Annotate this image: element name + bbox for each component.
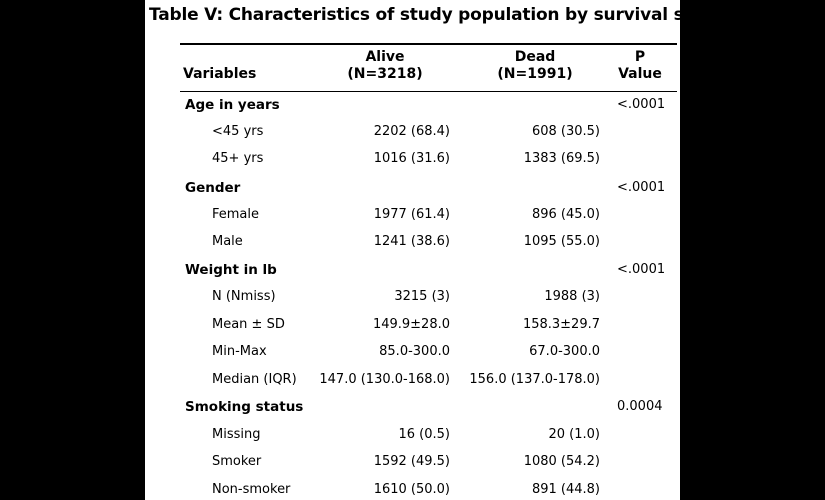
header-dead-count: (N=1991) [497, 66, 573, 82]
variable-cell: Mean ± SD [212, 317, 285, 332]
dead-cell: 891 (44.8) [531, 482, 600, 497]
pvalue-cell: <.0001 [617, 180, 666, 195]
variable-cell: Smoking status [185, 399, 304, 415]
header-pvalue-label: P [634, 49, 646, 65]
variable-cell: Male [212, 234, 243, 249]
section-row: Weight in lb <.0001 [180, 256, 677, 284]
pvalue-cell: <.0001 [617, 262, 666, 277]
variable-cell: Female [212, 207, 260, 222]
pvalue-cell: 0.0004 [617, 399, 663, 414]
header-alive-label: Alive [365, 49, 405, 65]
variable-cell: Missing [212, 427, 261, 442]
dead-cell: 896 (45.0) [531, 207, 600, 222]
section-row: Age in years <.0001 [180, 91, 677, 119]
dead-cell: 158.3±29.7 [522, 317, 600, 332]
variable-cell: Smoker [212, 454, 262, 469]
variable-cell: Non-smoker [212, 482, 291, 497]
alive-cell: 3215 (3) [394, 289, 450, 304]
header-alive-count: (N=3218) [347, 66, 423, 82]
header-dead: Dead (N=1991) [490, 49, 580, 83]
variable-cell: Age in years [185, 97, 280, 113]
alive-cell: 1016 (31.6) [373, 151, 450, 166]
table-row: Male 1241 (38.6) 1095 (55.0) [180, 228, 677, 256]
top-rule [180, 43, 677, 45]
header-variables-label: Variables [183, 66, 257, 82]
table-title: Table V: Characteristics of study popula… [149, 5, 680, 25]
variable-cell: Min-Max [212, 344, 267, 359]
alive-cell: 2202 (68.4) [373, 124, 450, 139]
dead-cell: 67.0-300.0 [529, 344, 600, 359]
alive-cell: 1592 (49.5) [373, 454, 450, 469]
header-alive: Alive (N=3218) [340, 49, 430, 83]
alive-cell: 149.9±28.0 [372, 317, 450, 332]
table-row: N (Nmiss) 3215 (3) 1988 (3) [180, 283, 677, 311]
dead-cell: 156.0 (137.0-178.0) [469, 372, 600, 387]
alive-cell: 1241 (38.6) [373, 234, 450, 249]
table-page: Table V: Characteristics of study popula… [145, 0, 680, 500]
table-row: Female 1977 (61.4) 896 (45.0) [180, 201, 677, 229]
section-row: Gender <.0001 [180, 174, 677, 202]
header-rule [180, 91, 677, 92]
header-pvalue-label-2: Value [618, 66, 662, 82]
header-dead-label: Dead [514, 49, 556, 65]
variable-cell: Gender [185, 180, 241, 196]
table-row: Min-Max 85.0-300.0 67.0-300.0 [180, 338, 677, 366]
table-row: Non-smoker 1610 (50.0) 891 (44.8) [180, 476, 677, 500]
pvalue-cell: <.0001 [617, 97, 666, 112]
header-variables: Variables [183, 66, 256, 83]
table-row: Median (IQR) 147.0 (130.0-168.0) 156.0 (13… [180, 366, 677, 394]
alive-cell: 147.0 (130.0-168.0) [319, 372, 450, 387]
dead-cell: 20 (1.0) [548, 427, 601, 442]
variable-cell: N (Nmiss) [212, 289, 276, 304]
variable-cell: Median (IQR) [212, 372, 297, 387]
table-row: Missing 16 (0.5) 20 (1.0) [180, 421, 677, 449]
section-row: Smoking status 0.0004 [180, 393, 677, 421]
dead-cell: 608 (30.5) [531, 124, 600, 139]
alive-cell: 16 (0.5) [398, 427, 451, 442]
table-row: <45 yrs 2202 (68.4) 608 (30.5) [180, 118, 677, 146]
table-row: Smoker 1592 (49.5) 1080 (54.2) [180, 448, 677, 476]
alive-cell: 1977 (61.4) [373, 207, 450, 222]
alive-cell: 1610 (50.0) [373, 482, 450, 497]
dead-cell: 1383 (69.5) [523, 151, 600, 166]
dead-cell: 1095 (55.0) [523, 234, 600, 249]
dead-cell: 1080 (54.2) [523, 454, 600, 469]
table-row: 45+ yrs 1016 (31.6) 1383 (69.5) [180, 145, 677, 173]
table-row: Mean ± SD 149.9±28.0 158.3±29.7 [180, 311, 677, 339]
variable-cell: <45 yrs [212, 124, 264, 139]
header-pvalue: P Value [615, 49, 665, 83]
dead-cell: 1988 (3) [544, 289, 600, 304]
variable-cell: Weight in lb [185, 262, 277, 278]
variable-cell: 45+ yrs [212, 151, 264, 166]
alive-cell: 85.0-300.0 [379, 344, 450, 359]
